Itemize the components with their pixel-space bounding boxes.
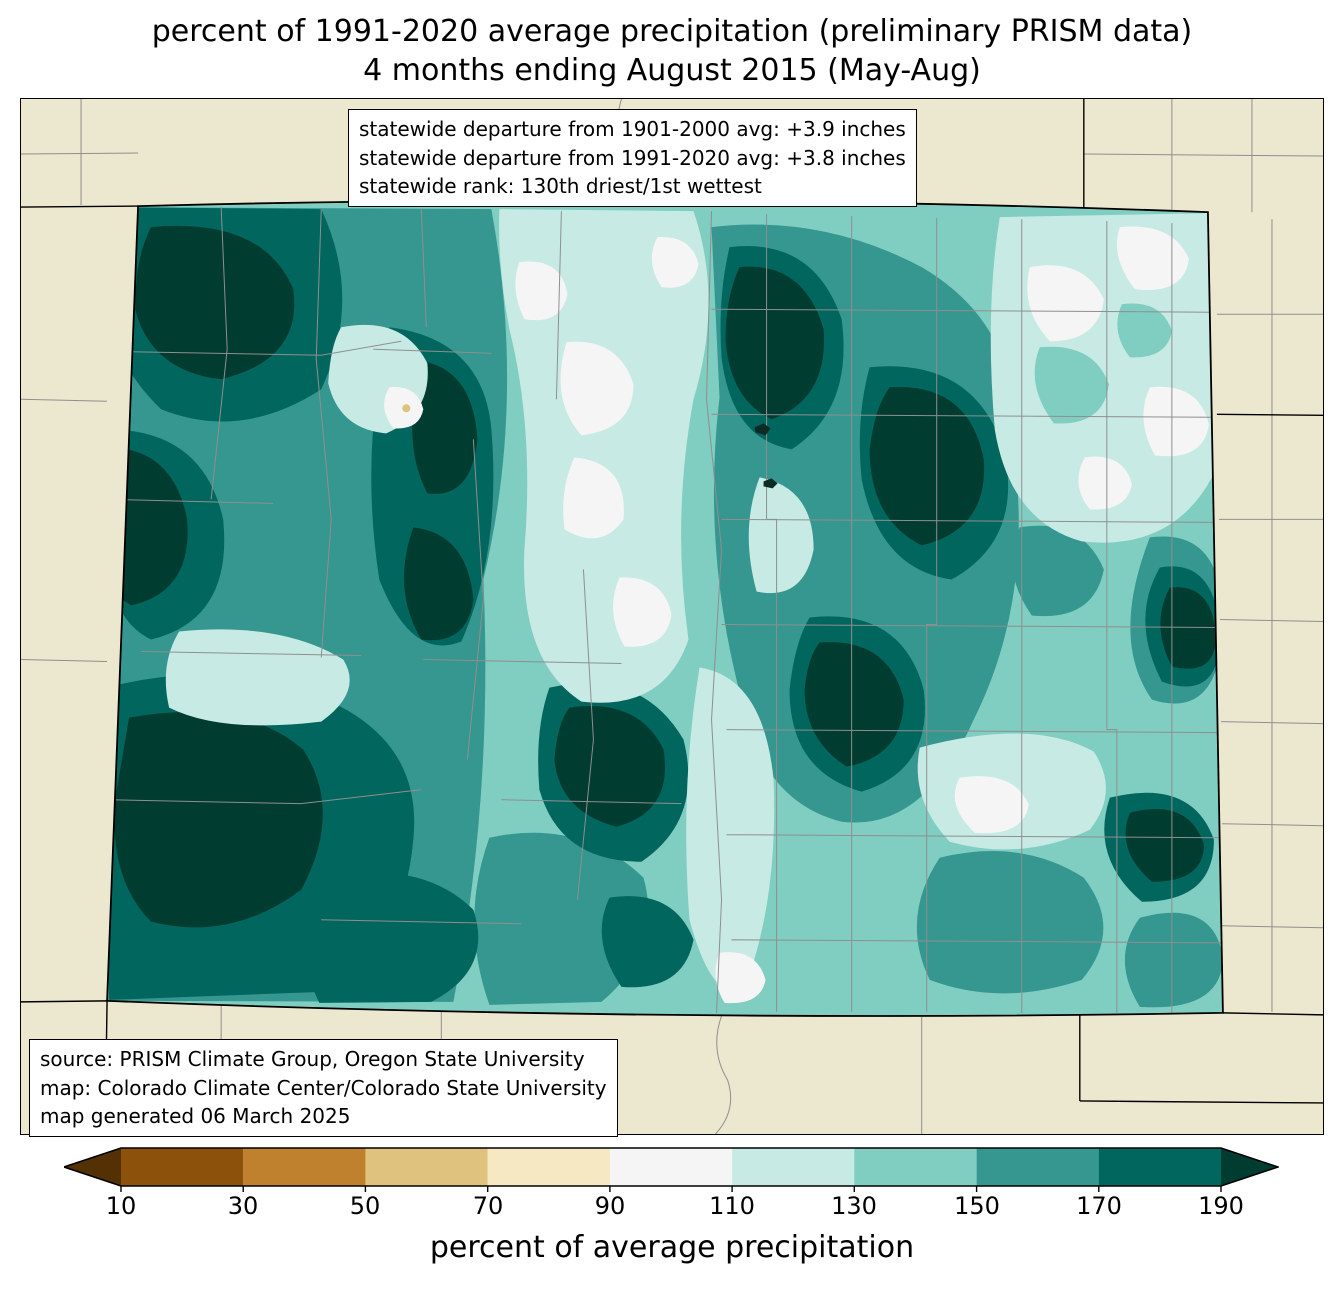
colorbar-tick-label: 50 <box>349 1192 381 1220</box>
colorbar-tick-label: 30 <box>227 1192 259 1220</box>
map-panel <box>20 98 1324 1135</box>
colorbar-ticks <box>120 1186 1222 1192</box>
lakes <box>754 423 778 489</box>
colorbar-segment <box>1098 1148 1222 1186</box>
source-box: source: PRISM Climate Group, Oregon Stat… <box>29 1039 618 1137</box>
colorbar-tick-label: 10 <box>105 1192 137 1220</box>
colorbar-tick-label: 70 <box>472 1192 504 1220</box>
colorbar-tick-label: 190 <box>1198 1192 1244 1220</box>
contour-layer-light-accents <box>1034 303 1172 424</box>
stats-line-1: statewide departure from 1901-2000 avg: … <box>359 117 906 141</box>
colorbar-tick-label: 170 <box>1076 1192 1122 1220</box>
colorbar-segment <box>487 1148 610 1186</box>
colorbar-segment <box>243 1148 366 1186</box>
colorbar-segment <box>976 1148 1099 1186</box>
contour-layer-white <box>384 226 1209 1004</box>
colorbar-arrow-low <box>64 1148 121 1186</box>
colorbar-tick-label: 150 <box>954 1192 1000 1220</box>
colorado-contours <box>107 200 1223 1017</box>
title-line-1: percent of 1991-2020 average precipitati… <box>151 14 1193 49</box>
page-title: percent of 1991-2020 average precipitati… <box>0 12 1344 90</box>
stats-line-2: statewide departure from 1991-2020 avg: … <box>359 145 906 170</box>
source-line-3: map generated 06 March 2025 <box>40 1104 351 1128</box>
source-line-1: source: PRISM Climate Group, Oregon Stat… <box>40 1047 585 1071</box>
contour-layer-darkest <box>107 225 1216 928</box>
dry-speck <box>402 404 411 413</box>
colorbar-segment <box>121 1148 244 1186</box>
colorbar-tick-label: 130 <box>831 1192 877 1220</box>
title-line-2: 4 months ending August 2015 (May-Aug) <box>363 53 981 88</box>
colorbar-segment <box>365 1148 488 1186</box>
stats-line-3: statewide rank: 130th driest/1st wettest <box>359 174 762 198</box>
colorbar-svg <box>61 1147 1281 1192</box>
colorbar-segment <box>732 1148 855 1186</box>
county-lines <box>107 207 1222 1013</box>
colorbar-tick-label: 90 <box>594 1192 626 1220</box>
colorbar-axis-label: percent of average precipitation <box>429 1230 915 1265</box>
map-svg <box>21 99 1323 1134</box>
colorbar <box>61 1147 1281 1193</box>
source-line-2: map: Colorado Climate Center/Colorado St… <box>40 1075 607 1100</box>
colorbar-tick-label: 110 <box>709 1192 755 1220</box>
colorbar-tick-labels: 10 30 50 70 90 110 130 150 170 190 <box>64 1192 1279 1222</box>
stats-box: statewide departure from 1901-2000 avg: … <box>348 109 917 207</box>
colorbar-segment <box>854 1148 977 1186</box>
colorbar-arrow-high <box>1221 1148 1278 1186</box>
colorbar-segment <box>609 1148 733 1186</box>
